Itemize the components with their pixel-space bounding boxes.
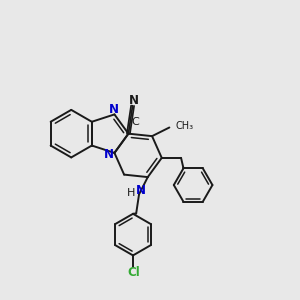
Text: Cl: Cl bbox=[127, 266, 140, 279]
Text: N: N bbox=[136, 184, 146, 197]
Text: N: N bbox=[109, 103, 119, 116]
Text: C: C bbox=[132, 117, 140, 127]
Text: N: N bbox=[104, 148, 114, 161]
Text: H: H bbox=[127, 188, 135, 198]
Text: CH₃: CH₃ bbox=[176, 121, 194, 131]
Text: N: N bbox=[129, 94, 139, 107]
